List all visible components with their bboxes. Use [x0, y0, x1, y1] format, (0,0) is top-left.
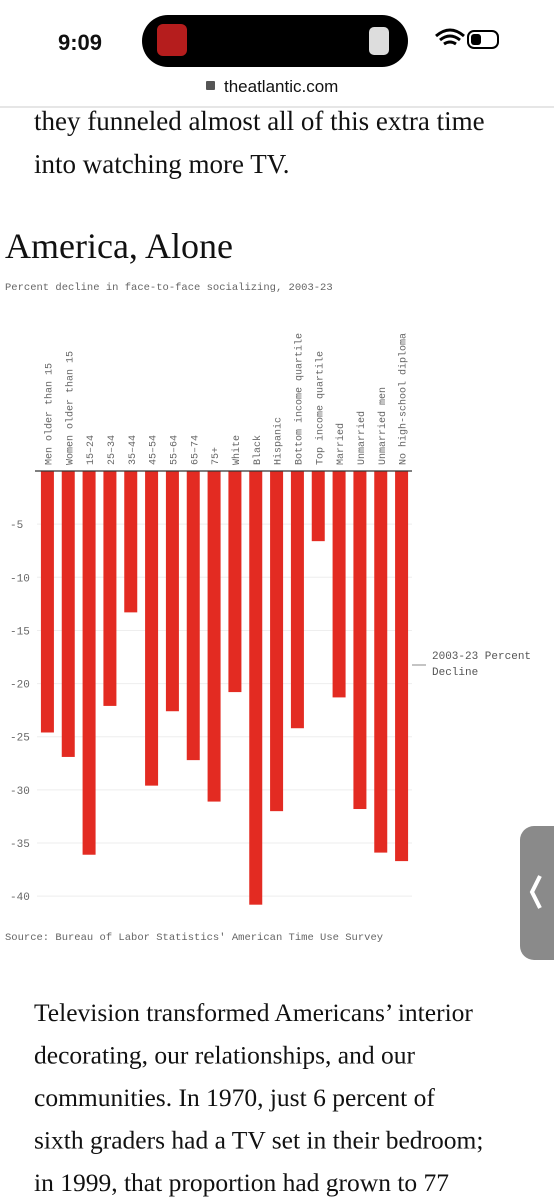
text-line: communities. In 1970, just 6 percent of [34, 1083, 435, 1112]
bar [270, 471, 284, 812]
x-tick-label: No high-school diploma [398, 333, 410, 465]
dynamic-island [142, 15, 408, 67]
x-tick-label: 35–44 [128, 435, 139, 465]
y-tick-label: -10 [10, 573, 30, 585]
text-line: decorating, our relationships, and our [34, 1041, 415, 1070]
x-tick-label: Hispanic [273, 417, 285, 465]
y-tick-label: -35 [10, 839, 30, 851]
bar [103, 471, 117, 706]
x-tick-label: 65–74 [190, 435, 201, 465]
x-tick-label: Women older than 15 [64, 351, 76, 465]
x-tick-label: Bottom income quartile [293, 333, 305, 465]
wifi-icon [435, 28, 465, 46]
x-tick-label: Top income quartile [314, 351, 326, 465]
x-tick-label: 45–54 [149, 435, 160, 465]
chevron [529, 875, 542, 909]
x-tick-label: 75+ [211, 447, 222, 465]
url[interactable]: theatlantic.com [224, 77, 338, 96]
bar [207, 471, 221, 802]
y-tick-label: -25 [10, 733, 30, 745]
bar [228, 471, 242, 693]
y-tick-label: -15 [10, 626, 30, 638]
y-tick-label: -5 [10, 520, 23, 532]
bar [353, 471, 367, 810]
y-tick-label: -30 [10, 786, 30, 798]
battery-level [471, 34, 481, 45]
legend-entry: 2003-23 Percent Decline [432, 651, 532, 679]
y-tick-label: -40 [10, 892, 30, 904]
text-line: in 1999, that proportion had grown to 77 [34, 1168, 449, 1197]
x-tick-label: Men older than 15 [43, 363, 55, 465]
text-line: sixth graders had a TV set in their bedr… [34, 1126, 483, 1155]
text-line: Television transformed Americans’ interi… [34, 998, 473, 1027]
bar [374, 471, 388, 853]
chart-source: Source: Bureau of Labor Statistics' Amer… [5, 932, 383, 944]
bar [82, 471, 96, 855]
bar [145, 471, 159, 786]
lock-icon [206, 81, 215, 90]
bar [311, 471, 325, 542]
battery-icon [467, 30, 499, 49]
legend-label: 2003-23 Percent Decline [432, 651, 532, 679]
bar [165, 471, 179, 712]
bar [332, 471, 346, 698]
x-tick-label: Unmarried men [377, 387, 389, 465]
lead-text: they funneled almost all of this extra t… [34, 106, 485, 179]
bar [395, 471, 409, 862]
paragraph: Television transformed Americans’ interi… [34, 998, 483, 1197]
chart-subtitle: Percent decline in face-to-face socializ… [5, 282, 333, 294]
x-tick-label: White [231, 435, 243, 465]
y-tick-label: -20 [10, 680, 30, 692]
app-icon [157, 24, 187, 56]
bar [249, 471, 263, 905]
chart-title: America, Alone [5, 226, 233, 266]
text-line: they funneled almost all of this extra t… [34, 106, 485, 136]
speaker-icon [369, 27, 389, 55]
x-tick-label: Black [252, 435, 264, 465]
x-tick-label: Married [335, 423, 347, 465]
bar [61, 471, 75, 757]
x-tick-label: Unmarried [356, 411, 368, 465]
bar [290, 471, 304, 729]
text-line: into watching more TV. [34, 149, 289, 179]
clock: 9:09 [58, 30, 102, 55]
chart: -5 -10 -15 -20 -25 -30 -35 -40 Men older than 15… [10, 333, 532, 905]
x-tick-label: 55–64 [169, 435, 180, 465]
side-tab[interactable] [520, 826, 554, 960]
x-tick-label: 15–24 [86, 435, 97, 465]
bar [124, 471, 138, 613]
x-tick-label: 25–34 [107, 435, 118, 465]
bar [40, 471, 54, 733]
bar [186, 471, 200, 761]
